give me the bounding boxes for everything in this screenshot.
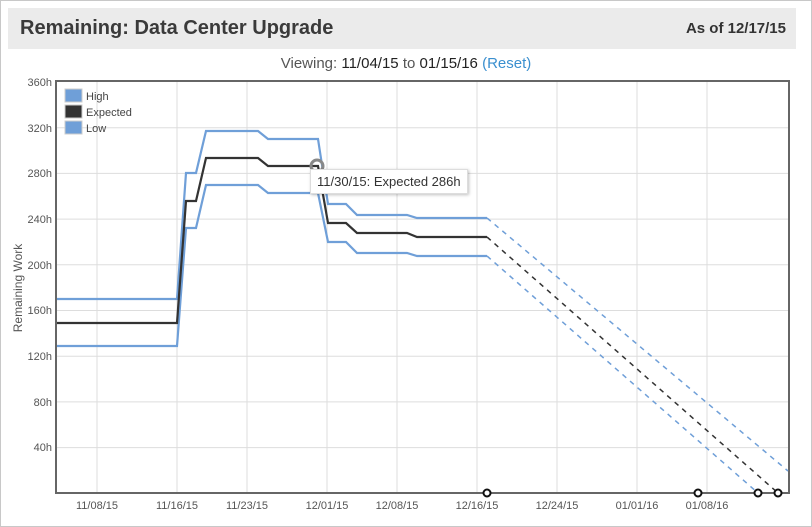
chart-header: Remaining: Data Center Upgrade As of 12/… <box>8 8 796 49</box>
legend-swatch-expected <box>64 104 83 119</box>
x-tick: 01/08/16 <box>686 500 729 512</box>
viewing-to-label: to <box>402 55 416 72</box>
viewing-start-date: 11/04/15 <box>341 55 399 72</box>
chart-legend: High Expected Low <box>64 88 132 135</box>
x-tick: 11/08/15 <box>76 500 118 512</box>
data-point-tooltip: 11/30/15: Expected 286h <box>310 169 468 194</box>
y-axis-label: Remaining Work <box>11 243 25 332</box>
reset-link[interactable]: Reset <box>487 55 527 72</box>
as-of-date: As of 12/17/15 <box>685 20 786 37</box>
y-tick: 360h <box>28 77 52 89</box>
x-tick: 12/01/15 <box>306 500 349 512</box>
y-tick: 280h <box>28 168 52 180</box>
grid-lines <box>57 82 788 493</box>
as-of-marker[interactable] <box>482 488 492 498</box>
page-title: Remaining: Data Center Upgrade <box>20 17 334 39</box>
y-tick: 80h <box>34 397 52 409</box>
legend-swatch-low <box>64 120 83 135</box>
y-tick: 40h <box>34 442 52 454</box>
y-tick: 200h <box>28 260 52 272</box>
y-tick: 160h <box>28 305 52 317</box>
y-tick: 240h <box>28 214 52 226</box>
milestone-marker[interactable] <box>693 488 703 498</box>
viewing-end-date: 01/15/16 <box>419 55 478 72</box>
legend-label-expected: Expected <box>86 107 132 119</box>
x-tick: 11/23/15 <box>226 500 268 512</box>
x-axis-ticks: 11/08/15 11/16/15 11/23/15 12/01/15 12/0… <box>76 500 728 512</box>
legend-label-low: Low <box>86 123 106 135</box>
series-expected-line[interactable] <box>57 156 487 325</box>
y-tick: 320h <box>28 123 52 135</box>
series-low-projection <box>486 255 759 494</box>
legend-swatch-high <box>64 88 83 103</box>
timeline-markers <box>482 488 783 498</box>
close-paren: ) <box>526 55 532 72</box>
x-tick: 01/01/16 <box>616 500 659 512</box>
series-low-line[interactable] <box>57 183 487 348</box>
series-high-line[interactable] <box>57 129 487 301</box>
x-tick: 12/24/15 <box>536 500 579 512</box>
x-tick: 12/16/15 <box>456 500 499 512</box>
series-expected-projection <box>486 236 779 494</box>
low-completion-marker[interactable] <box>753 488 763 498</box>
expected-completion-marker[interactable] <box>773 488 783 498</box>
plot-border <box>55 80 790 494</box>
viewing-range: Viewing: 11/04/15 to 01/15/16 (Reset) <box>0 55 812 72</box>
y-tick: 120h <box>28 351 52 363</box>
viewing-label: Viewing: <box>280 55 338 72</box>
x-tick: 11/16/15 <box>156 500 198 512</box>
y-axis-ticks: 360h 320h 280h 240h 200h 160h 120h 80h 4… <box>28 77 52 454</box>
x-tick: 12/08/15 <box>376 500 419 512</box>
open-paren: ( <box>482 55 488 72</box>
legend-label-high: High <box>86 91 109 103</box>
